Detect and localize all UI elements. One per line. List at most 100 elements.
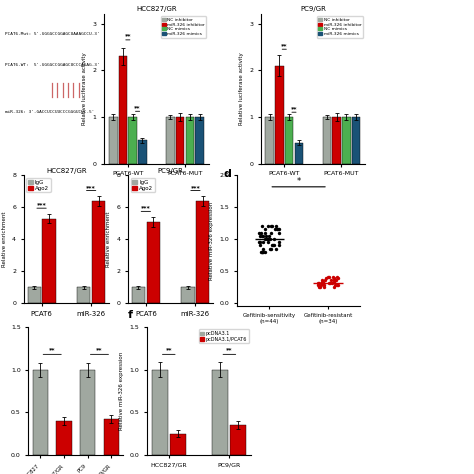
Title: PC9/GR: PC9/GR [300,7,326,12]
Point [322,274,329,282]
Point [269,242,277,249]
Point [274,226,282,233]
Text: ***: *** [191,185,201,190]
Point [330,276,338,284]
Point [333,273,341,281]
Point [268,222,275,230]
Point [329,273,337,281]
Text: **: ** [165,347,172,353]
Legend: NC inhibitor, miR-326 inhibitor, NC mimics, miR-326 mimics: NC inhibitor, miR-326 inhibitor, NC mimi… [317,17,363,37]
Bar [147,222,160,303]
Text: ***: *** [141,206,151,210]
Text: **: ** [49,347,55,353]
Text: **: ** [291,106,297,111]
Point [319,280,327,287]
Point [335,281,342,289]
Point [272,245,280,252]
Point [275,226,283,233]
Bar [27,287,41,303]
Text: ***: *** [36,202,46,208]
Point [333,282,341,289]
Bar [195,117,204,164]
Point [333,276,340,284]
Bar [170,434,186,455]
Point [259,232,266,239]
Point [326,280,334,287]
Point [320,283,328,291]
Point [315,280,323,287]
Bar [43,219,55,303]
Point [268,242,275,249]
Bar [342,117,351,164]
Point [255,229,263,237]
Point [264,235,272,243]
Bar [182,287,194,303]
Point [259,238,266,246]
Point [315,280,322,287]
Legend: IgG, Ago2: IgG, Ago2 [27,178,51,192]
Point [259,245,267,252]
Legend: NC inhibitor, miR-326 inhibitor, NC mimics, miR-326 mimics: NC inhibitor, miR-326 inhibitor, NC mimi… [161,17,206,37]
Bar [275,65,284,164]
Point [265,232,273,239]
Point [331,276,338,284]
Point [318,281,325,289]
Text: PCAT6-Mut: 5'-GGGGCCGGAGCUAAAGCCU-3': PCAT6-Mut: 5'-GGGGCCGGAGCUAAAGCCU-3' [5,32,99,36]
Point [257,229,264,237]
Point [320,281,328,289]
Y-axis label: Relative luciferase activity: Relative luciferase activity [238,53,244,125]
Point [261,229,269,237]
Point [316,283,323,291]
Point [258,222,265,230]
Point [325,280,333,287]
Point [270,242,278,249]
Bar [196,201,210,303]
Point [256,242,264,249]
Point [325,273,333,281]
Point [266,235,273,243]
Y-axis label: Relative miR-326 expression: Relative miR-326 expression [119,352,124,430]
Point [270,235,277,243]
Point [275,238,283,246]
Text: **: ** [96,347,103,353]
Bar [152,370,168,455]
Point [261,226,269,233]
Point [255,238,263,246]
Point [275,229,283,237]
Text: **: ** [125,34,131,38]
Bar [109,117,118,164]
Point [328,280,336,287]
Point [317,283,324,291]
Text: **: ** [226,347,233,353]
Point [256,232,264,239]
Point [321,276,329,284]
Point [273,226,281,233]
Bar [265,117,274,164]
Point [263,235,271,243]
Text: *: * [297,176,301,185]
Bar [77,287,90,303]
Point [328,276,335,284]
Legend: IgG, Ago2: IgG, Ago2 [131,178,155,192]
Bar [138,140,146,164]
Point [330,274,337,282]
Point [258,248,266,255]
Bar [118,56,128,164]
Point [318,278,325,286]
Point [261,248,269,255]
Point [273,222,280,230]
Point [263,232,270,239]
Point [267,222,275,230]
Bar [332,117,341,164]
Point [314,282,321,289]
Point [268,245,275,252]
Bar [294,143,303,164]
Bar [323,117,331,164]
Point [272,226,279,233]
Point [261,235,269,243]
Bar [166,117,175,164]
Point [325,273,332,281]
Y-axis label: Relative enrichment: Relative enrichment [106,211,111,267]
Bar [92,201,105,303]
Title: HCC827/GR: HCC827/GR [46,168,87,173]
